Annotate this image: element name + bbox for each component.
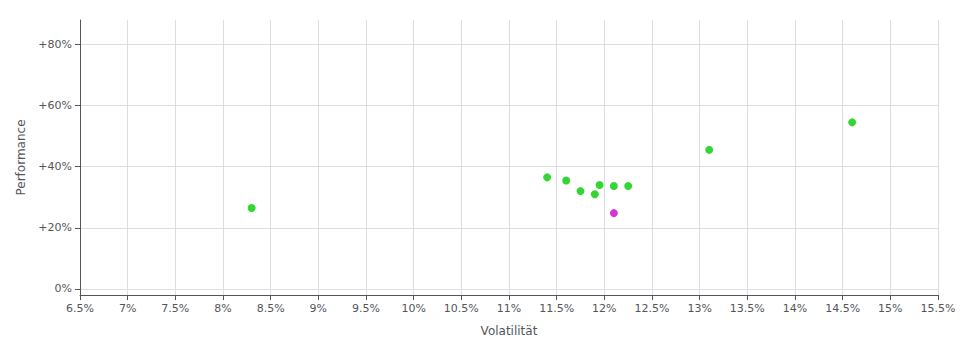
- svg-text:7.5%: 7.5%: [161, 302, 189, 315]
- svg-text:8%: 8%: [214, 302, 231, 315]
- svg-text:+60%: +60%: [38, 99, 72, 112]
- svg-text:13.5%: 13.5%: [730, 302, 765, 315]
- svg-text:Volatilität: Volatilität: [481, 324, 538, 338]
- svg-text:7%: 7%: [119, 302, 136, 315]
- svg-text:+80%: +80%: [38, 38, 72, 51]
- svg-text:12.5%: 12.5%: [635, 302, 670, 315]
- svg-text:12%: 12%: [592, 302, 616, 315]
- svg-text:11%: 11%: [497, 302, 521, 315]
- svg-text:0%: 0%: [55, 282, 72, 295]
- svg-text:15%: 15%: [878, 302, 902, 315]
- svg-text:10.5%: 10.5%: [444, 302, 479, 315]
- svg-text:Performance: Performance: [14, 119, 28, 195]
- svg-text:14.5%: 14.5%: [825, 302, 860, 315]
- svg-text:14%: 14%: [783, 302, 807, 315]
- svg-text:9%: 9%: [310, 302, 327, 315]
- svg-text:11.5%: 11.5%: [539, 302, 574, 315]
- svg-text:6.5%: 6.5%: [66, 302, 94, 315]
- svg-text:15.5%: 15.5%: [921, 302, 956, 315]
- svg-text:10%: 10%: [401, 302, 425, 315]
- svg-text:9.5%: 9.5%: [352, 302, 380, 315]
- svg-text:13%: 13%: [687, 302, 711, 315]
- svg-text:8.5%: 8.5%: [257, 302, 285, 315]
- svg-text:+20%: +20%: [38, 221, 72, 234]
- svg-text:+40%: +40%: [38, 160, 72, 173]
